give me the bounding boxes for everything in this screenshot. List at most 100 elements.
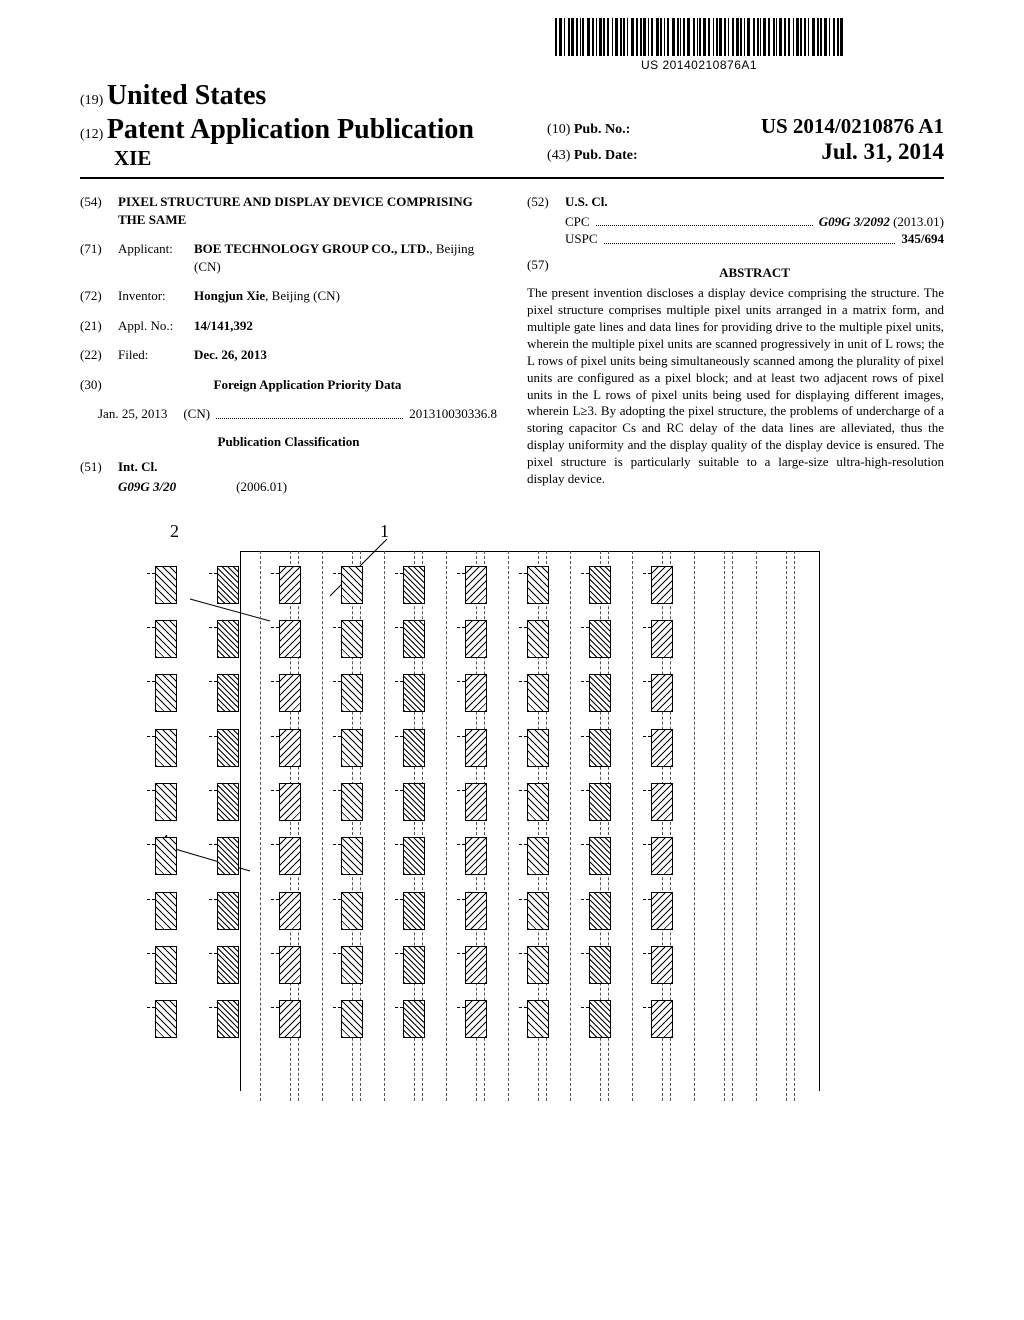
pixel-unit xyxy=(589,620,611,658)
appl-label: Appl. No.: xyxy=(118,317,194,335)
inventor-header: XIE xyxy=(80,146,547,171)
seq-30: (30) xyxy=(80,376,118,394)
pixel-unit xyxy=(217,892,239,930)
pixel-unit xyxy=(651,620,673,658)
pub-date: Jul. 31, 2014 xyxy=(821,139,944,165)
pixel-unit xyxy=(403,1000,425,1038)
right-column: (52) U.S. Cl. CPC G09G 3/2092 (2013.01) … xyxy=(527,193,944,496)
inventor-loc: , Beijing (CN) xyxy=(265,288,340,303)
pixel-unit xyxy=(651,892,673,930)
seq-22: (22) xyxy=(80,346,118,364)
barcode-area: US 20140210876A1 xyxy=(484,18,914,72)
pixel-unit xyxy=(341,892,363,930)
abstract-title: ABSTRACT xyxy=(565,264,944,282)
patent-figure: 1 2 4 xyxy=(130,521,830,1091)
pixel-unit xyxy=(155,837,177,875)
pixel-unit xyxy=(279,729,301,767)
pixel-unit xyxy=(279,837,301,875)
pixel-unit xyxy=(279,1000,301,1038)
pixel-unit xyxy=(155,620,177,658)
fig-label-1: 1 xyxy=(380,521,389,542)
pixel-unit xyxy=(217,946,239,984)
pixel-unit xyxy=(589,674,611,712)
country: United States xyxy=(107,80,266,111)
pixel-unit xyxy=(217,837,239,875)
seq-21: (21) xyxy=(80,317,118,335)
pixel-unit xyxy=(589,566,611,604)
pixel-unit xyxy=(341,566,363,604)
header-divider xyxy=(80,177,944,179)
pixel-unit xyxy=(279,783,301,821)
uspc-label: USPC xyxy=(565,230,598,248)
pixel-unit xyxy=(279,946,301,984)
pixel-unit xyxy=(651,946,673,984)
cpc-label: CPC xyxy=(565,213,590,231)
patent-title: PIXEL STRUCTURE AND DISPLAY DEVICE COMPR… xyxy=(118,193,497,228)
pixel-unit xyxy=(155,783,177,821)
pixel-unit xyxy=(465,1000,487,1038)
pixel-unit xyxy=(465,946,487,984)
pixel-unit xyxy=(651,566,673,604)
pixel-unit xyxy=(155,566,177,604)
foreign-cc: (CN) xyxy=(183,405,210,423)
foreign-date: Jan. 25, 2013 xyxy=(98,405,167,423)
pixel-unit xyxy=(527,1000,549,1038)
pixel-unit xyxy=(527,566,549,604)
pixel-unit xyxy=(651,783,673,821)
seq-12: (12) xyxy=(80,127,103,142)
seq-51: (51) xyxy=(80,458,118,476)
applicant-label: Applicant: xyxy=(118,240,194,275)
pixel-unit xyxy=(527,946,549,984)
pixel-unit xyxy=(527,620,549,658)
pixel-unit xyxy=(341,837,363,875)
pixel-unit xyxy=(341,674,363,712)
pixel-unit xyxy=(403,674,425,712)
pub-type: Patent Application Publication xyxy=(107,114,474,145)
seq-19: (19) xyxy=(80,93,103,108)
pixel-unit xyxy=(589,783,611,821)
pixel-unit xyxy=(527,892,549,930)
pub-no-label: Pub. No.: xyxy=(574,122,630,137)
pixel-unit xyxy=(155,892,177,930)
fig-label-2: 2 xyxy=(170,521,179,542)
patent-header: (19) United States (12) Patent Applicati… xyxy=(80,80,944,171)
pixel-unit xyxy=(651,837,673,875)
pixel-unit xyxy=(155,946,177,984)
pixel-unit xyxy=(341,946,363,984)
filed-label: Filed: xyxy=(118,346,194,364)
uspc-val: 345/694 xyxy=(901,230,944,248)
barcode-text: US 20140210876A1 xyxy=(484,58,914,72)
pixel-unit xyxy=(341,729,363,767)
pixel-unit xyxy=(341,783,363,821)
pixel-unit xyxy=(465,620,487,658)
pixel-unit xyxy=(403,729,425,767)
seq-43: (43) xyxy=(547,148,570,163)
pixel-unit xyxy=(527,837,549,875)
barcode-graphic xyxy=(484,18,914,56)
pixel-unit xyxy=(279,566,301,604)
pixel-unit xyxy=(589,729,611,767)
left-column: (54) PIXEL STRUCTURE AND DISPLAY DEVICE … xyxy=(80,193,497,496)
cpc-ver: (2013.01) xyxy=(893,214,944,229)
pixel-unit xyxy=(279,620,301,658)
pixel-unit xyxy=(279,674,301,712)
pixel-unit xyxy=(465,783,487,821)
pixel-unit xyxy=(651,729,673,767)
dots-leader xyxy=(216,401,403,419)
foreign-priority-row: Jan. 25, 2013 (CN) 201310030336.8 xyxy=(80,405,497,423)
content-columns: (54) PIXEL STRUCTURE AND DISPLAY DEVICE … xyxy=(80,193,944,496)
foreign-title: Foreign Application Priority Data xyxy=(118,376,497,394)
pixel-unit xyxy=(403,946,425,984)
pixel-unit xyxy=(217,1000,239,1038)
intcl-ver: (2006.01) xyxy=(236,478,287,496)
pixel-unit xyxy=(217,783,239,821)
pixel-unit xyxy=(589,837,611,875)
pixel-unit xyxy=(403,783,425,821)
intcl-label: Int. Cl. xyxy=(118,458,497,476)
seq-72: (72) xyxy=(80,287,118,305)
pixel-unit xyxy=(279,892,301,930)
pixel-unit xyxy=(341,1000,363,1038)
applicant-name: BOE TECHNOLOGY GROUP CO., LTD. xyxy=(194,241,429,256)
dots-leader xyxy=(596,209,813,227)
pixel-unit xyxy=(155,1000,177,1038)
